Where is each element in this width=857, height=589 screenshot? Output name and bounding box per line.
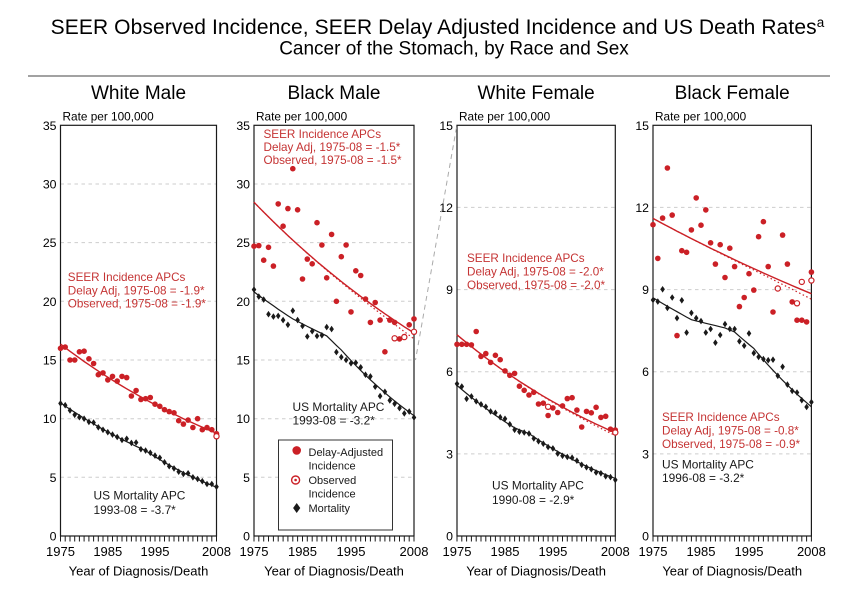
svg-text:20: 20 — [236, 295, 250, 309]
svg-text:1985: 1985 — [687, 544, 716, 559]
svg-text:Rate per 100,000: Rate per 100,000 — [256, 110, 348, 124]
svg-text:10: 10 — [236, 412, 250, 426]
svg-text:12: 12 — [439, 201, 453, 215]
svg-text:1985: 1985 — [491, 544, 520, 559]
svg-text:15: 15 — [236, 354, 250, 368]
svg-text:1996-08 = -3.2*: 1996-08 = -3.2* — [662, 471, 745, 485]
svg-text:US Mortality APC: US Mortality APC — [662, 458, 754, 472]
svg-text:Year of Diagnosis/Death: Year of Diagnosis/Death — [264, 564, 404, 579]
svg-text:35: 35 — [43, 119, 57, 133]
svg-text:1993-08 = -3.7*: 1993-08 = -3.7* — [94, 503, 177, 517]
svg-text:30: 30 — [43, 178, 57, 192]
svg-text:5: 5 — [243, 471, 250, 485]
svg-text:5: 5 — [50, 471, 57, 485]
svg-text:9: 9 — [446, 283, 453, 297]
svg-text:3: 3 — [642, 447, 649, 461]
svg-text:2008: 2008 — [797, 544, 826, 559]
svg-text:20: 20 — [43, 295, 57, 309]
svg-text:SEER Incidence APCs: SEER Incidence APCs — [662, 411, 780, 424]
svg-text:1990-08 = -2.9*: 1990-08 = -2.9* — [492, 493, 575, 507]
svg-text:US Mortality APC: US Mortality APC — [293, 400, 385, 414]
svg-text:2008: 2008 — [601, 544, 630, 559]
svg-text:0: 0 — [642, 530, 649, 544]
svg-text:1985: 1985 — [288, 544, 317, 559]
svg-text:Delay Adj, 1975-08 = -1.5*: Delay Adj, 1975-08 = -1.5* — [264, 141, 401, 154]
svg-text:3: 3 — [446, 447, 453, 461]
svg-text:1975: 1975 — [443, 544, 472, 559]
svg-text:1975: 1975 — [639, 544, 668, 559]
svg-text:Year of Diagnosis/Death: Year of Diagnosis/Death — [69, 564, 209, 579]
svg-text:Observed, 1975-08 = -2.0*: Observed, 1975-08 = -2.0* — [467, 279, 606, 292]
svg-text:15: 15 — [439, 119, 453, 133]
svg-text:Mortality: Mortality — [309, 503, 351, 515]
svg-text:Observed: Observed — [309, 475, 357, 487]
svg-text:Observed, 1975-08 = -1.5*: Observed, 1975-08 = -1.5* — [264, 154, 403, 167]
svg-text:Black Female: Black Female — [675, 83, 790, 104]
svg-text:Black Male: Black Male — [288, 83, 381, 104]
svg-text:SEER Incidence APCs: SEER Incidence APCs — [467, 252, 585, 265]
svg-text:6: 6 — [642, 365, 649, 379]
svg-text:Year of Diagnosis/Death: Year of Diagnosis/Death — [662, 564, 802, 579]
svg-text:2008: 2008 — [400, 544, 429, 559]
svg-text:White Female: White Female — [477, 83, 594, 104]
svg-text:30: 30 — [236, 178, 250, 192]
svg-text:1975: 1975 — [46, 544, 75, 559]
svg-text:Observed, 1975-08 = -1.9*: Observed, 1975-08 = -1.9* — [68, 298, 207, 311]
svg-text:1975: 1975 — [240, 544, 269, 559]
svg-text:Cancer of the Stomach, by Race: Cancer of the Stomach, by Race and Sex — [279, 39, 629, 60]
svg-text:6: 6 — [446, 365, 453, 379]
svg-text:2008: 2008 — [202, 544, 231, 559]
svg-text:1995: 1995 — [141, 544, 170, 559]
svg-text:Delay-Adjusted: Delay-Adjusted — [309, 447, 384, 459]
svg-text:US Mortality APC: US Mortality APC — [492, 479, 584, 493]
svg-text:Delay Adj, 1975-08 = -0.8*: Delay Adj, 1975-08 = -0.8* — [662, 425, 799, 438]
svg-text:1995: 1995 — [735, 544, 764, 559]
svg-text:US Mortality APC: US Mortality APC — [94, 489, 186, 503]
svg-text:25: 25 — [236, 236, 250, 250]
svg-text:SEER Observed Incidence, SEER: SEER Observed Incidence, SEER Delay Adju… — [51, 15, 825, 39]
svg-text:0: 0 — [446, 530, 453, 544]
svg-text:1995: 1995 — [337, 544, 366, 559]
svg-text:Delay Adj, 1975-08 = -2.0*: Delay Adj, 1975-08 = -2.0* — [467, 266, 604, 279]
svg-text:0: 0 — [243, 530, 250, 544]
svg-text:Incidence: Incidence — [309, 460, 356, 472]
svg-text:SEER Incidence APCs: SEER Incidence APCs — [68, 271, 186, 284]
svg-text:Rate per 100,000: Rate per 100,000 — [655, 110, 747, 124]
svg-text:12: 12 — [635, 201, 649, 215]
svg-text:35: 35 — [236, 119, 250, 133]
svg-text:Rate per 100,000: Rate per 100,000 — [459, 110, 551, 124]
svg-text:15: 15 — [635, 119, 649, 133]
svg-text:10: 10 — [43, 412, 57, 426]
svg-text:15: 15 — [43, 354, 57, 368]
svg-text:1993-08 = -3.2*: 1993-08 = -3.2* — [293, 414, 376, 428]
svg-text:SEER Incidence APCs: SEER Incidence APCs — [264, 128, 382, 141]
svg-text:Rate per 100,000: Rate per 100,000 — [63, 110, 155, 124]
svg-text:25: 25 — [43, 236, 57, 250]
svg-text:Delay Adj, 1975-08 = -1.9*: Delay Adj, 1975-08 = -1.9* — [68, 285, 205, 298]
svg-text:1995: 1995 — [538, 544, 567, 559]
svg-text:1985: 1985 — [93, 544, 122, 559]
svg-text:White Male: White Male — [91, 83, 186, 104]
svg-text:0: 0 — [50, 530, 57, 544]
svg-text:9: 9 — [642, 283, 649, 297]
svg-text:Incidence: Incidence — [309, 489, 356, 501]
svg-text:Year of Diagnosis/Death: Year of Diagnosis/Death — [466, 564, 606, 579]
svg-text:Observed, 1975-08 = -0.9*: Observed, 1975-08 = -0.9* — [662, 438, 801, 451]
